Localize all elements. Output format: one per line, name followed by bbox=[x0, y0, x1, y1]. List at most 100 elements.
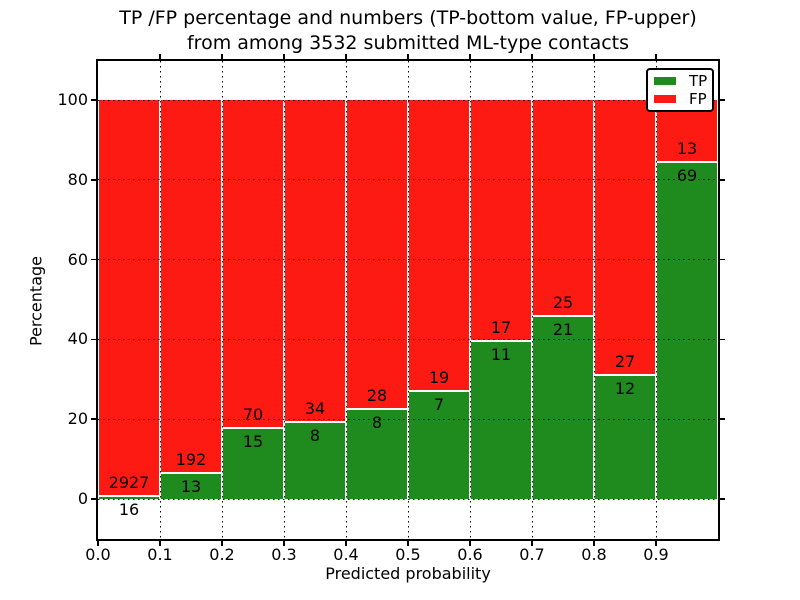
bar-divider bbox=[657, 161, 717, 164]
fp-count-label: 13 bbox=[676, 139, 698, 159]
bar-segment-fp bbox=[347, 100, 407, 409]
bar-segment-tp bbox=[471, 342, 531, 499]
bar-divider bbox=[99, 494, 159, 497]
x-tick-top bbox=[345, 54, 347, 59]
x-tick-top bbox=[531, 54, 533, 59]
fp-count-label: 192 bbox=[175, 449, 207, 469]
tp-count-label: 12 bbox=[614, 379, 636, 399]
x-tick-top bbox=[469, 54, 471, 59]
x-tick-top bbox=[283, 54, 285, 59]
y-tick bbox=[91, 338, 96, 341]
bar-segment-fp bbox=[409, 100, 469, 390]
x-tick-label: 0.3 bbox=[271, 545, 297, 564]
bar-segment-fp bbox=[533, 100, 593, 315]
y-tick-label: 20 bbox=[67, 409, 88, 429]
bar-divider bbox=[533, 314, 593, 317]
legend-label-fp: FP bbox=[689, 90, 707, 108]
legend: TP FP bbox=[646, 68, 714, 112]
fp-count-label: 25 bbox=[552, 292, 574, 312]
tp-count-label: 7 bbox=[433, 394, 445, 414]
fp-count-label: 34 bbox=[304, 398, 326, 418]
bar-segment-tp bbox=[161, 473, 221, 499]
y-tick-right bbox=[720, 418, 725, 420]
chart-title-line1: TP /FP percentage and numbers (TP-bottom… bbox=[119, 7, 697, 29]
x-tick bbox=[655, 541, 657, 546]
y-tick-label: 60 bbox=[67, 249, 88, 269]
y-tick-label: 80 bbox=[67, 169, 88, 189]
bar-divider bbox=[595, 374, 655, 377]
y-tick bbox=[91, 258, 96, 261]
x-tick bbox=[159, 541, 161, 546]
bar-segment-fp bbox=[595, 100, 655, 375]
v-gridline bbox=[531, 61, 533, 539]
fp-count-label: 27 bbox=[614, 352, 636, 372]
bar-divider bbox=[223, 426, 283, 429]
bar-segment-tp bbox=[409, 391, 469, 499]
chart-title: TP /FP percentage and numbers (TP-bottom… bbox=[8, 6, 800, 56]
x-tick-top bbox=[221, 54, 223, 59]
bar-divider bbox=[161, 471, 221, 474]
fp-count-label: 70 bbox=[242, 404, 264, 424]
x-tick-label: 0.4 bbox=[333, 545, 359, 564]
fp-swatch-icon bbox=[654, 95, 676, 103]
x-tick-top bbox=[407, 54, 409, 59]
legend-item-tp: TP bbox=[648, 73, 712, 89]
bar-divider bbox=[285, 420, 345, 423]
x-tick-top bbox=[655, 54, 657, 59]
x-tick-top bbox=[159, 54, 161, 59]
x-tick-label: 0.6 bbox=[457, 545, 483, 564]
x-tick-label: 0.0 bbox=[85, 545, 111, 564]
tp-count-label: 13 bbox=[180, 476, 202, 496]
fp-count-label: 17 bbox=[490, 318, 512, 338]
x-tick bbox=[469, 541, 471, 546]
x-tick bbox=[97, 541, 99, 546]
x-tick-top bbox=[593, 54, 595, 59]
chart-title-line2: from among 3532 submitted ML-type contac… bbox=[186, 32, 630, 54]
bar-divider bbox=[409, 389, 469, 392]
bar-segment-tp bbox=[595, 376, 655, 499]
legend-item-fp: FP bbox=[648, 91, 712, 107]
fp-count-label: 28 bbox=[366, 386, 388, 406]
x-tick-label: 0.5 bbox=[395, 545, 421, 564]
tp-count-label: 16 bbox=[118, 499, 140, 519]
bar-segment-tp bbox=[347, 410, 407, 499]
y-tick-right bbox=[720, 179, 725, 181]
v-gridline bbox=[221, 61, 223, 539]
y-tick-right bbox=[720, 258, 725, 261]
x-tick-label: 0.8 bbox=[581, 545, 607, 564]
v-gridline bbox=[469, 61, 471, 539]
bar-divider bbox=[347, 408, 407, 411]
v-gridline bbox=[655, 61, 657, 539]
v-gridline bbox=[159, 61, 161, 539]
y-tick-label: 0 bbox=[77, 489, 88, 508]
bar-segment-tp bbox=[99, 496, 159, 499]
tp-swatch-icon bbox=[654, 77, 676, 85]
x-tick bbox=[345, 541, 347, 546]
tp-count-label: 15 bbox=[242, 431, 264, 451]
y-tick-label: 100 bbox=[57, 90, 88, 109]
y-tick bbox=[91, 99, 96, 101]
x-tick bbox=[407, 541, 409, 546]
x-tick bbox=[283, 541, 285, 546]
legend-label-tp: TP bbox=[689, 72, 708, 90]
tp-count-label: 8 bbox=[371, 413, 383, 433]
bar-segment-tp bbox=[533, 316, 593, 499]
fp-count-label: 19 bbox=[428, 367, 450, 387]
x-tick-label: 0.9 bbox=[643, 545, 669, 564]
x-tick-label: 0.2 bbox=[209, 545, 235, 564]
y-tick bbox=[91, 179, 96, 181]
v-gridline bbox=[593, 61, 595, 539]
v-gridline bbox=[345, 61, 347, 539]
y-tick bbox=[91, 498, 96, 500]
x-tick bbox=[221, 541, 223, 546]
v-gridline bbox=[283, 61, 285, 539]
tp-count-label: 69 bbox=[676, 166, 698, 186]
tp-count-label: 21 bbox=[552, 319, 574, 339]
y-tick-right bbox=[720, 99, 725, 101]
bar-segment-tp bbox=[285, 422, 345, 499]
fp-count-label: 2927 bbox=[108, 472, 150, 492]
x-tick-label: 0.1 bbox=[147, 545, 173, 564]
x-tick-label: 0.7 bbox=[519, 545, 545, 564]
bar-segment-tp bbox=[657, 163, 717, 499]
